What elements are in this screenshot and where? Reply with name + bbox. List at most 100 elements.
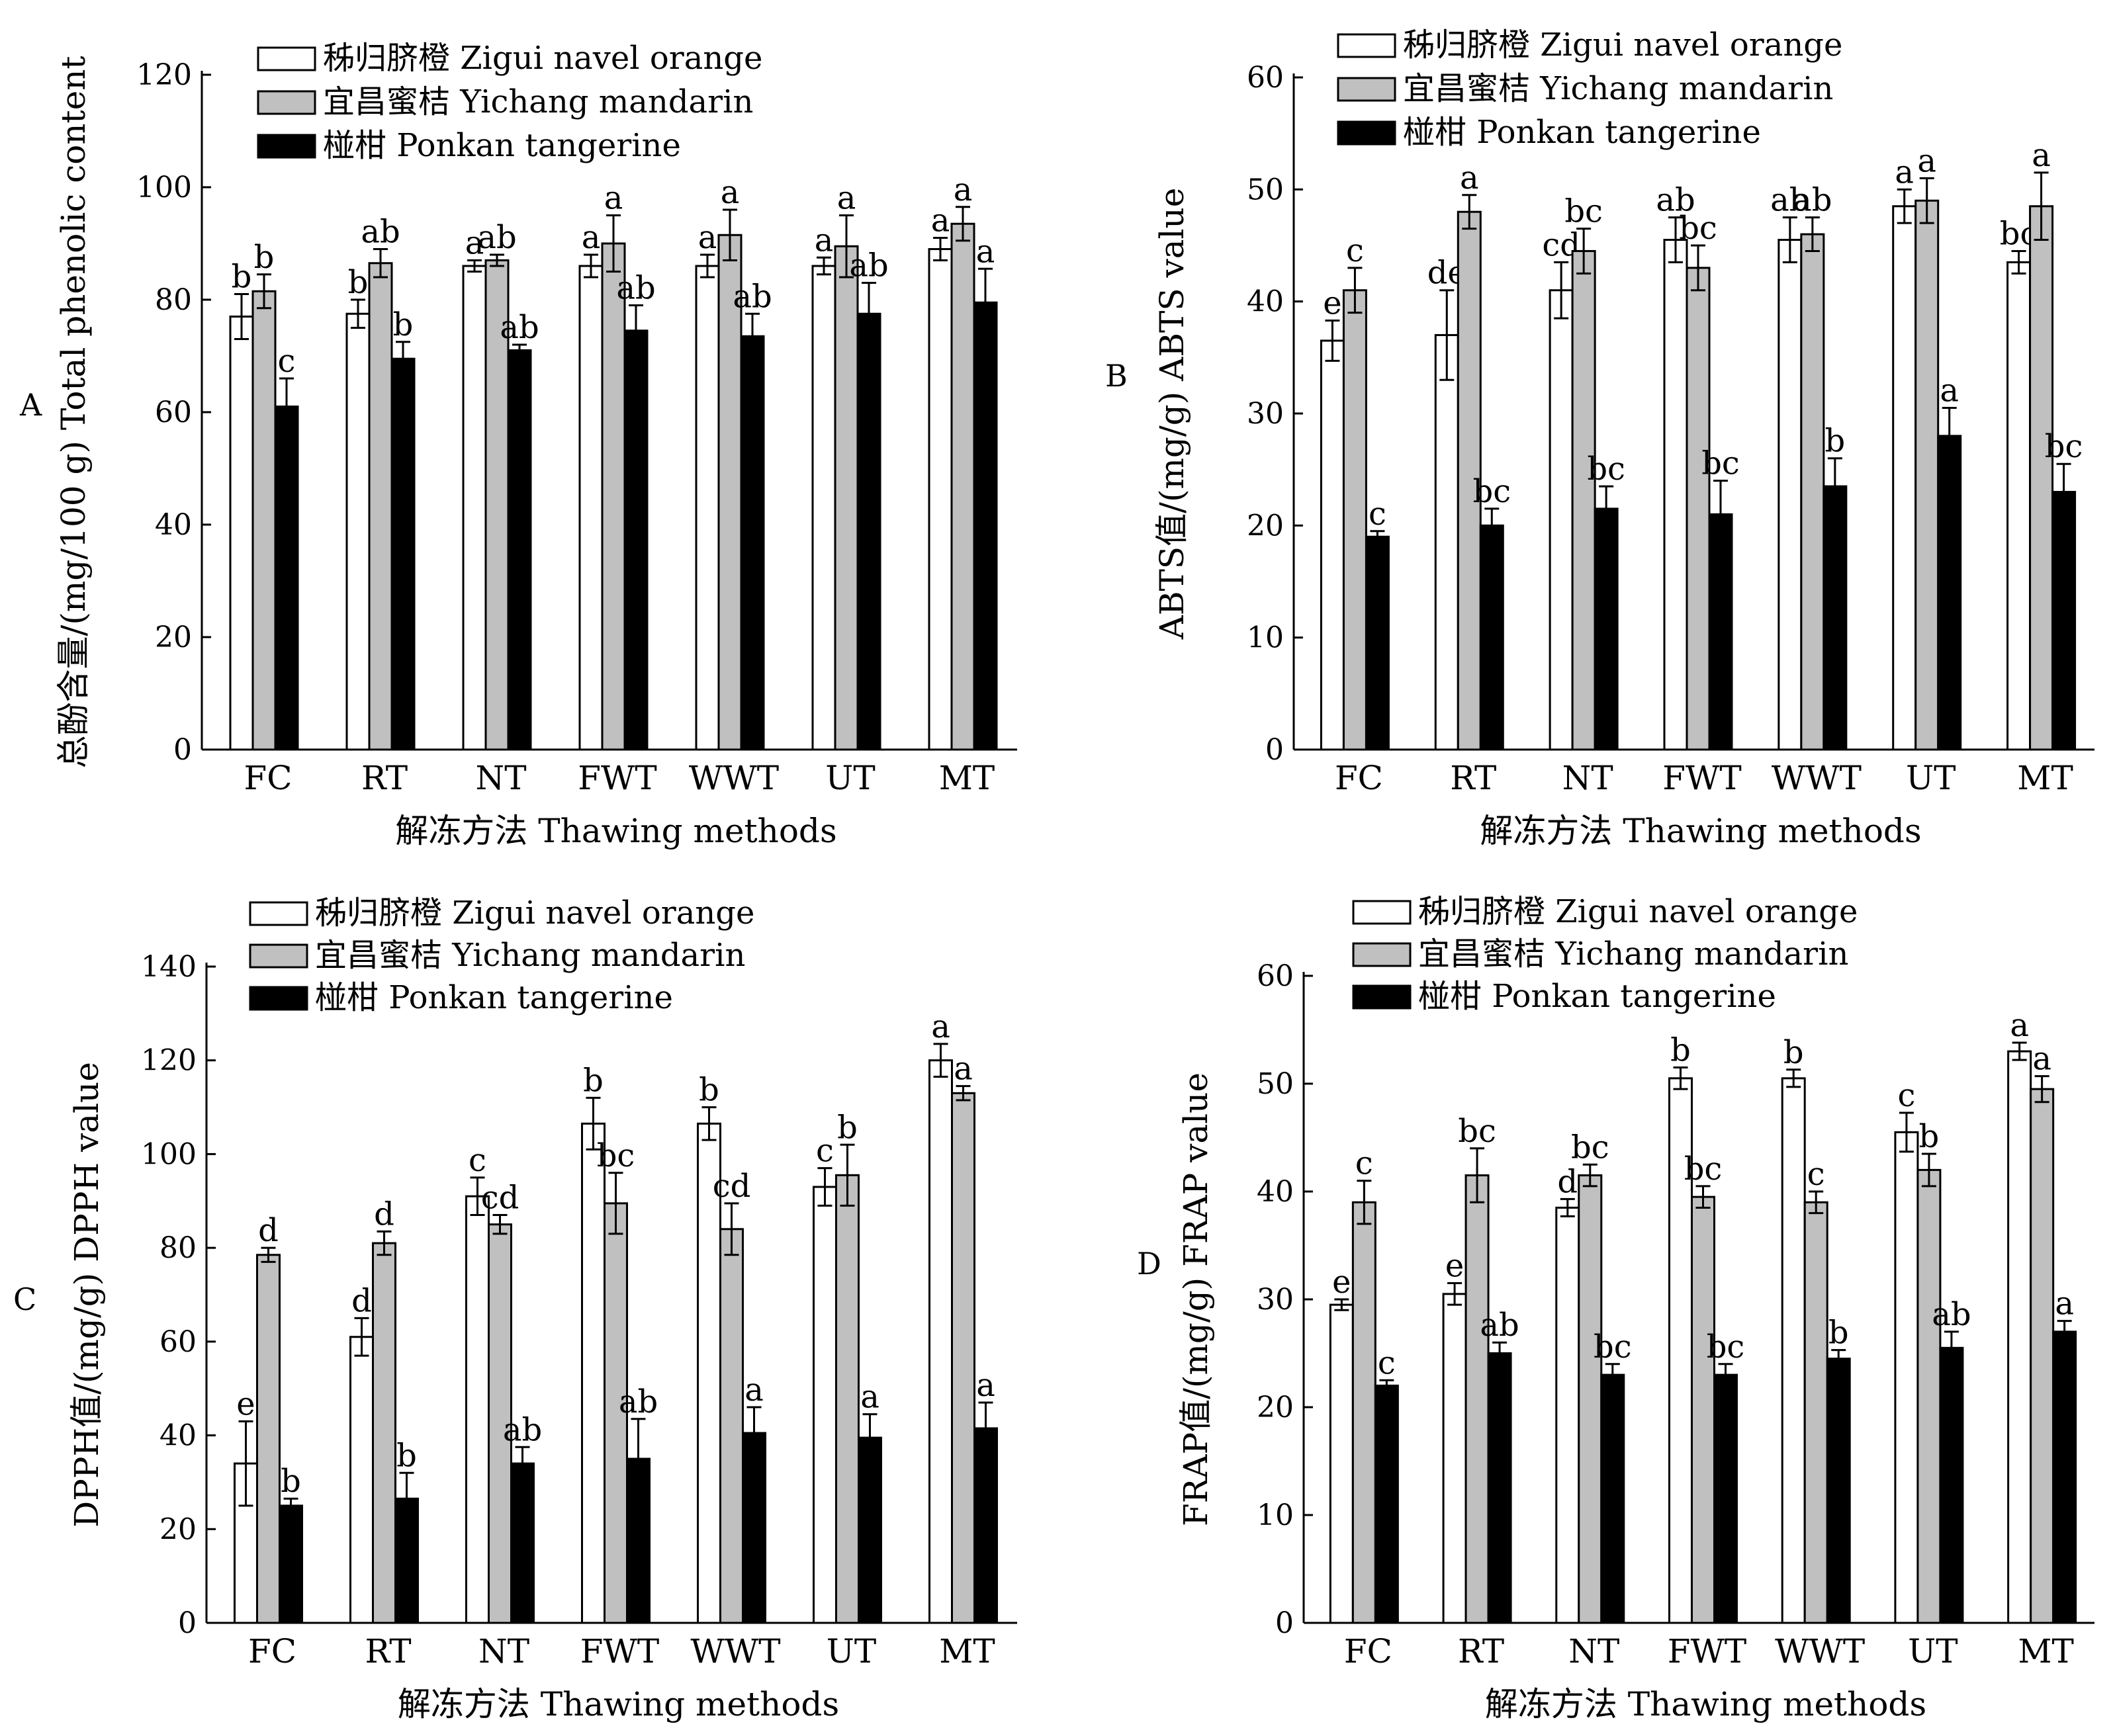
significance-letter: a <box>815 222 834 259</box>
significance-letter: e <box>236 1385 255 1422</box>
bar <box>1803 1201 1828 1624</box>
y-tick-label: 20 <box>155 621 192 654</box>
bar <box>1555 1206 1580 1624</box>
significance-letter: a <box>1895 153 1914 191</box>
bar <box>1822 485 1848 751</box>
significance-letter: ab <box>477 219 516 256</box>
y-tick-label: 80 <box>155 283 192 317</box>
bar <box>834 245 859 751</box>
legend-entry: 宜昌蜜桔 Yichang mandarin <box>323 83 753 120</box>
x-tick-label: WWT <box>1772 759 1862 797</box>
significance-letter: bc <box>2045 428 2083 465</box>
bar <box>368 262 393 751</box>
significance-letter: b <box>1828 1315 1849 1352</box>
legend: 秭归脐橙 Zigui navel orange 宜昌蜜桔 Yichang mand… <box>249 894 754 1016</box>
bar <box>578 265 604 751</box>
legend-swatch <box>249 986 308 1011</box>
bar <box>462 265 487 751</box>
bar <box>1594 507 1619 751</box>
chart-panel-c: C 0 20 40 60 80 100 120 140 DPPH值/(mg/g) DPPH val… <box>13 894 1017 1723</box>
legend: 秭归脐橙 Zigui navel orange 宜昌蜜桔 Yichang mand… <box>1337 26 1842 151</box>
bar <box>742 1432 766 1624</box>
bar <box>1691 1195 1715 1624</box>
significance-letter: ab <box>849 247 888 284</box>
panel-label: B <box>1105 358 1128 394</box>
bar <box>1916 1168 1942 1624</box>
bar <box>973 301 998 751</box>
legend-entry: 宜昌蜜桔 Yichang mandarin <box>1418 935 1848 973</box>
significance-letter: a <box>465 225 484 262</box>
x-tick-label: NT <box>478 1632 529 1671</box>
significance-letter: a <box>954 1051 973 1088</box>
significance-letter: a <box>1460 159 1479 196</box>
significance-letter: bc <box>1594 1328 1632 1366</box>
y-tick-label: 60 <box>155 396 192 429</box>
x-tick-label: WWT <box>689 759 779 797</box>
legend-entry: 秭归脐橙 Zigui navel orange <box>1418 893 1858 930</box>
significance-letter: a <box>2055 1285 2074 1323</box>
y-axis-label: ABTS值/(mg/g) ABTS value <box>1153 188 1191 640</box>
x-tick-label: NT <box>475 759 526 797</box>
significance-letter: a <box>931 202 950 239</box>
y-tick-label: 120 <box>141 1044 197 1078</box>
x-tick-label: UT <box>1908 1632 1958 1671</box>
significance-letter: a <box>582 219 601 256</box>
significance-letter: bc <box>1458 1113 1496 1150</box>
significance-letter: b <box>348 264 369 301</box>
significance-letter: ab <box>1656 182 1695 219</box>
bar <box>951 1092 975 1624</box>
significance-letter: ab <box>500 309 539 346</box>
bar <box>1374 1384 1399 1624</box>
legend-swatch <box>1337 33 1396 58</box>
bar <box>697 1122 721 1624</box>
bar <box>928 1059 953 1624</box>
significance-letter: b <box>393 306 414 343</box>
bar <box>1937 435 1962 751</box>
y-tick-label: 100 <box>136 171 192 204</box>
significance-letter: bc <box>1684 1150 1723 1188</box>
bar <box>1914 199 1940 751</box>
significance-letter: d <box>258 1212 279 1249</box>
legend-entry: 椪柑 Ponkan tangerine <box>323 127 681 164</box>
y-tick-label: 10 <box>1257 1498 1294 1532</box>
bar <box>465 1195 490 1624</box>
significance-letter: a <box>698 219 717 256</box>
bar <box>1487 1352 1512 1624</box>
bar <box>740 335 765 751</box>
x-tick-label: FWT <box>578 759 656 797</box>
bar <box>256 1254 281 1624</box>
significance-letter: e <box>1323 284 1341 322</box>
bar <box>279 1504 303 1624</box>
significance-letter: bc <box>1701 445 1740 482</box>
x-tick-label: FC <box>244 759 292 797</box>
bar <box>349 1336 374 1624</box>
bar <box>1939 1346 1964 1624</box>
y-tick-label: 0 <box>1275 1606 1294 1640</box>
x-tick-label: MT <box>2018 1632 2074 1671</box>
bar <box>1892 205 1917 751</box>
significance-letter: a <box>954 171 973 208</box>
y-tick-label: 80 <box>159 1231 197 1265</box>
y-tick-label: 50 <box>1247 173 1284 206</box>
x-tick-label: UT <box>827 1632 877 1671</box>
significance-letter: bc <box>1587 451 1625 488</box>
bar <box>1686 267 1711 751</box>
significance-letter: b <box>837 1109 858 1146</box>
y-tick-label: 60 <box>159 1325 197 1359</box>
bar <box>581 1122 606 1624</box>
significance-letter: cd <box>713 1168 751 1205</box>
significance-letter: a <box>744 1371 764 1409</box>
bar <box>1351 1201 1376 1624</box>
legend-swatch <box>1352 900 1412 925</box>
significance-letter: c <box>1355 1145 1373 1182</box>
x-tick-label: MT <box>939 759 995 797</box>
significance-letter: b <box>396 1437 417 1474</box>
significance-letter: cd <box>481 1180 519 1217</box>
bar <box>1600 1373 1625 1624</box>
bar <box>858 1436 882 1624</box>
bar <box>1778 239 1803 751</box>
bar <box>1457 210 1482 751</box>
bar <box>950 222 975 751</box>
